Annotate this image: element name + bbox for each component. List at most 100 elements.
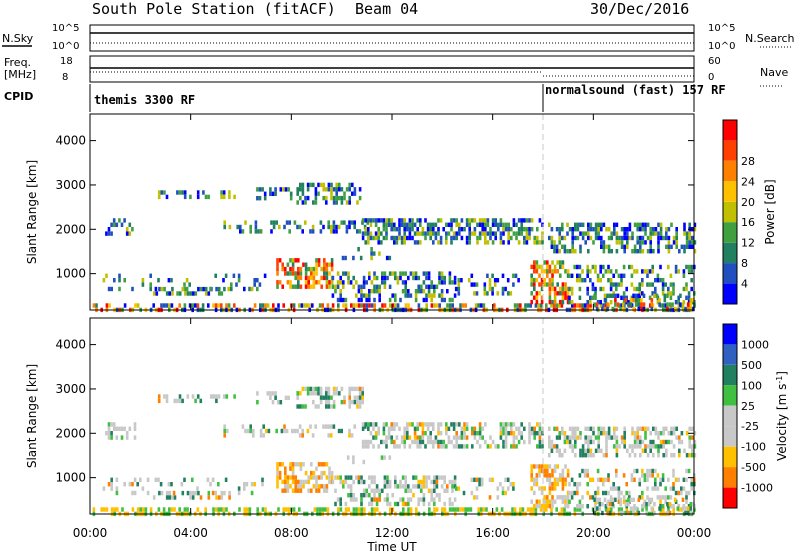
colorbar-tick-label: 28 — [741, 155, 755, 168]
data-cell — [320, 462, 323, 467]
data-cell — [349, 493, 353, 498]
data-cell — [220, 194, 223, 200]
data-cell — [422, 271, 426, 276]
data-cell — [627, 497, 630, 502]
data-cell — [393, 240, 396, 245]
data-cell — [207, 303, 210, 308]
data-cell — [294, 479, 297, 485]
data-cell — [440, 475, 444, 480]
data-cell — [370, 501, 374, 507]
data-cell — [665, 448, 668, 453]
data-cell — [440, 289, 444, 294]
data-cell — [128, 222, 132, 227]
data-cell — [501, 490, 505, 496]
data-cell — [525, 235, 529, 241]
colorbar-tick-label: 4 — [741, 278, 748, 291]
data-cell — [638, 477, 641, 482]
data-cell — [362, 488, 366, 493]
data-cell — [105, 303, 109, 308]
data-cell — [602, 477, 605, 482]
data-cell — [149, 507, 153, 512]
data-cell — [304, 220, 307, 225]
data-cell — [261, 482, 264, 487]
data-cell — [458, 435, 461, 440]
data-cell — [600, 240, 603, 245]
data-cell — [294, 484, 297, 489]
data-cell — [327, 386, 331, 392]
data-cell — [610, 235, 613, 241]
data-cell — [591, 495, 595, 500]
data-cell — [426, 435, 430, 440]
data-cell — [558, 448, 561, 453]
data-cell — [425, 275, 428, 281]
data-cell — [689, 298, 693, 303]
data-cell — [470, 477, 474, 482]
data-cell — [669, 486, 673, 491]
data-cell — [675, 235, 678, 241]
data-cell — [581, 448, 585, 453]
data-cell — [382, 426, 386, 431]
data-cell — [533, 264, 536, 270]
data-cell — [639, 235, 642, 241]
data-cell — [404, 501, 407, 507]
data-cell — [686, 302, 690, 307]
data-cell — [623, 435, 626, 440]
data-cell — [536, 422, 539, 427]
data-cell — [635, 286, 639, 292]
data-cell — [102, 486, 106, 491]
data-cell — [363, 507, 366, 512]
data-cell — [631, 448, 634, 453]
data-cell — [365, 280, 368, 285]
data-cell — [481, 435, 484, 440]
data-cell — [125, 227, 129, 232]
data-cell — [672, 431, 676, 436]
data-cell — [640, 298, 643, 303]
data-cell — [486, 218, 490, 223]
data-cell — [168, 291, 172, 296]
data-cell — [323, 266, 326, 272]
data-cell — [390, 222, 393, 227]
data-cell — [599, 278, 602, 283]
data-cell — [421, 439, 425, 445]
data-cell — [646, 468, 649, 474]
data-cell — [535, 260, 539, 265]
data-cell — [593, 506, 596, 511]
data-cell — [417, 501, 420, 507]
data-cell — [419, 444, 422, 449]
data-cell — [297, 258, 300, 263]
colorbar-frame — [722, 323, 738, 509]
data-cell — [607, 235, 611, 241]
data-cell — [249, 428, 252, 434]
data-cell — [389, 303, 392, 308]
data-cell — [344, 507, 348, 512]
data-cell — [340, 220, 343, 225]
data-cell — [173, 495, 177, 500]
data-cell — [451, 303, 454, 308]
data-cell — [680, 490, 683, 496]
data-cell — [427, 293, 431, 298]
data-cell — [556, 282, 559, 287]
data-cell — [622, 300, 626, 305]
data-cell — [370, 497, 374, 502]
data-cell — [375, 275, 379, 281]
data-cell — [186, 507, 189, 512]
data-cell — [433, 293, 436, 298]
data-cell — [344, 255, 347, 261]
data-cell — [294, 284, 297, 289]
data-cell — [693, 222, 697, 227]
colorbar-segment — [723, 120, 737, 141]
data-cell — [510, 235, 513, 241]
data-cell — [352, 459, 355, 465]
data-cell — [643, 269, 647, 274]
data-cell — [446, 484, 449, 489]
data-cell — [299, 404, 302, 409]
data-cell — [252, 433, 255, 438]
data-cell — [233, 394, 236, 399]
data-cell — [687, 295, 691, 300]
data-cell — [657, 231, 660, 236]
data-cell — [496, 291, 500, 296]
data-cell — [533, 295, 536, 300]
data-cell — [497, 444, 500, 449]
data-cell — [665, 439, 668, 445]
data-cell — [649, 249, 652, 254]
